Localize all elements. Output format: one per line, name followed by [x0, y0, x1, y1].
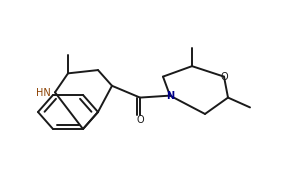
Text: O: O	[220, 72, 228, 82]
Text: HN: HN	[36, 88, 50, 98]
Text: O: O	[136, 115, 144, 125]
Text: N: N	[166, 91, 174, 101]
